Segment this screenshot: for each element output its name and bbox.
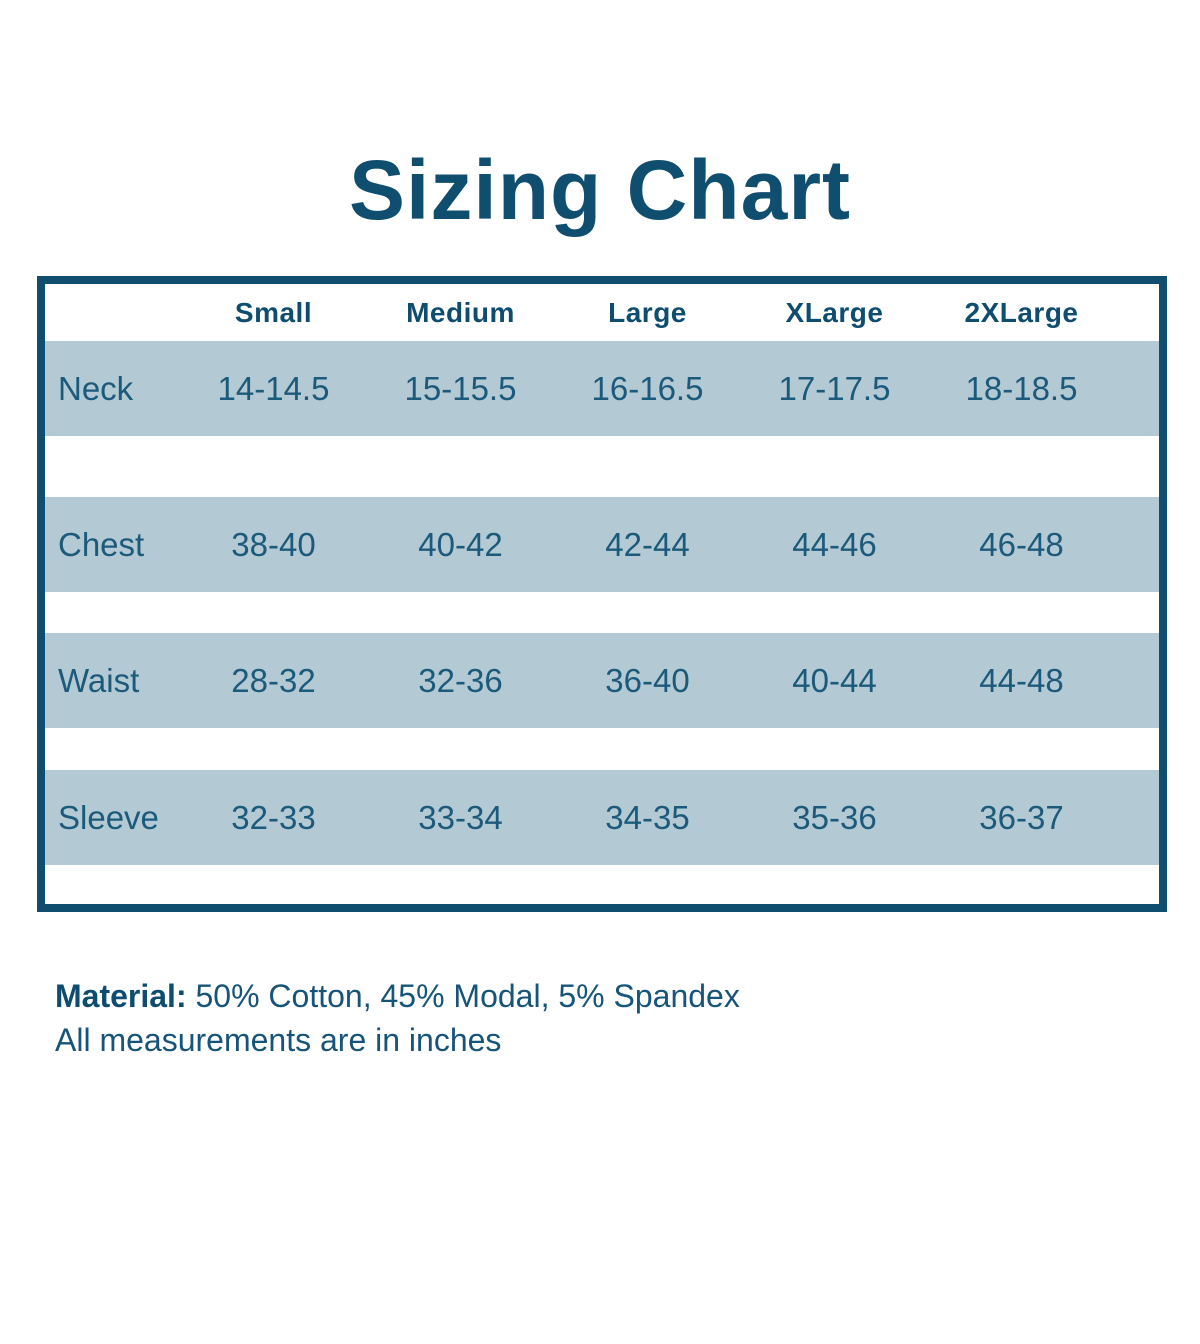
table-header-row: Small Medium Large XLarge 2XLarge [45,284,1159,341]
measurements-note: All measurements are in inches [55,1022,502,1058]
row-label-chest: Chest [58,525,145,563]
sizing-table: Small Medium Large XLarge 2XLarge Neck 1… [37,276,1167,912]
waist-large-value: 36-40 [605,661,690,699]
page-title: Sizing Chart [348,143,851,237]
neck-2xlarge-value: 18-18.5 [965,369,1078,407]
sizing-chart-page: Sizing Chart Small Medium Large XLarge 2… [0,144,1200,1062]
chest-xlarge-value: 44-46 [792,525,877,563]
row-spacer [45,865,1159,904]
table-row-neck: Neck 14-14.5 15-15.5 16-16.5 17-17.5 18-… [45,341,1159,436]
material-label: Material: [55,978,187,1014]
column-header-xlarge: XLarge [785,296,884,328]
material-value: 50% Cotton, 45% Modal, 5% Spandex [195,978,740,1014]
chest-medium-value: 40-42 [418,525,503,563]
sleeve-xlarge-value: 35-36 [792,798,877,836]
row-label-sleeve: Sleeve [58,798,159,836]
column-header-large: Large [608,296,687,328]
notes-section: Material: 50% Cotton, 45% Modal, 5% Span… [55,974,1200,1062]
row-spacer [45,728,1159,770]
neck-medium-value: 15-15.5 [404,369,517,407]
row-spacer [45,592,1159,633]
sleeve-large-value: 34-35 [605,798,690,836]
row-label-waist: Waist [58,661,140,699]
column-header-2xlarge: 2XLarge [964,296,1079,328]
material-note: Material: 50% Cotton, 45% Modal, 5% Span… [55,974,1200,1018]
sleeve-medium-value: 33-34 [418,798,503,836]
waist-xlarge-value: 40-44 [792,661,877,699]
chest-2xlarge-value: 46-48 [979,525,1064,563]
chest-large-value: 42-44 [605,525,690,563]
table-row-chest: Chest 38-40 40-42 42-44 44-46 46-48 [45,497,1159,592]
waist-medium-value: 32-36 [418,661,503,699]
chest-small-value: 38-40 [231,525,316,563]
sleeve-small-value: 32-33 [231,798,316,836]
waist-2xlarge-value: 44-48 [979,661,1064,699]
table-row-waist: Waist 28-32 32-36 36-40 40-44 44-48 [45,633,1159,728]
neck-small-value: 14-14.5 [217,369,330,407]
column-header-small: Small [234,296,313,328]
table-row-sleeve: Sleeve 32-33 33-34 34-35 35-36 36-37 [45,770,1159,865]
column-header-medium: Medium [406,296,515,328]
neck-xlarge-value: 17-17.5 [778,369,891,407]
neck-large-value: 16-16.5 [591,369,704,407]
sleeve-2xlarge-value: 36-37 [979,798,1064,836]
row-spacer [45,436,1159,497]
row-label-neck: Neck [58,369,134,407]
waist-small-value: 28-32 [231,661,316,699]
